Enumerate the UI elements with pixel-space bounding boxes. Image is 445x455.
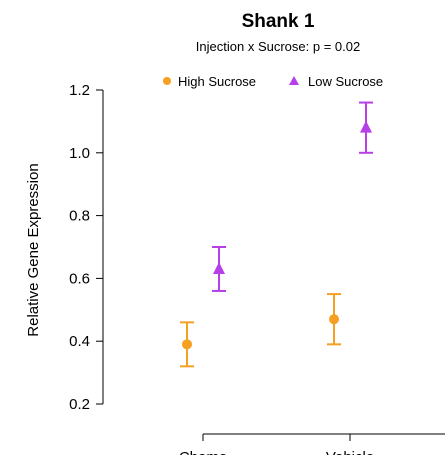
y-tick-label: 1.0 <box>69 145 90 162</box>
legend-label: High Sucrose <box>178 74 256 89</box>
data-point <box>213 261 225 274</box>
x-tick-label: Vehicle <box>326 449 374 455</box>
y-tick-label: 1.2 <box>69 82 90 99</box>
chart-title: Shank 1 <box>242 11 315 32</box>
data-point <box>182 339 192 350</box>
data-point <box>360 120 372 133</box>
chart-subtitle: Injection x Sucrose: p = 0.02 <box>196 39 360 54</box>
legend-marker-high-sucrose <box>163 77 171 85</box>
y-tick-label: 0.4 <box>69 333 90 350</box>
legend: High Sucrose Low Sucrose <box>163 74 383 89</box>
y-tick-label: 0.6 <box>69 270 90 287</box>
plot-area: 0.2 0.4 0.6 0.8 1.0 1.2 Chemo Vehicle <box>69 82 445 455</box>
legend-label: Low Sucrose <box>308 74 383 89</box>
y-axis-label: Relative Gene Expression <box>25 163 42 336</box>
legend-marker-low-sucrose <box>289 76 299 85</box>
data-point <box>329 314 339 325</box>
x-tick-label: Chemo <box>179 449 227 455</box>
y-tick-label: 0.2 <box>69 396 90 413</box>
y-tick-label: 0.8 <box>69 208 90 225</box>
